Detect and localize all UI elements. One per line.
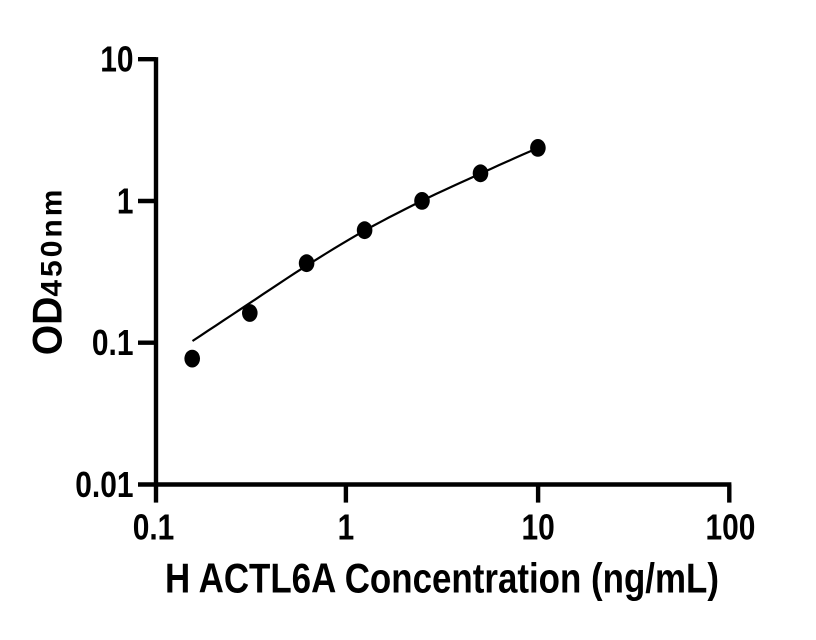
svg-text:0.01: 0.01 <box>75 464 133 505</box>
svg-text:1: 1 <box>117 180 134 221</box>
svg-text:0.1: 0.1 <box>92 322 134 363</box>
svg-text:10: 10 <box>521 507 554 548</box>
svg-text:10: 10 <box>100 39 133 80</box>
svg-text:450nm: 450nm <box>36 190 69 297</box>
svg-text:100: 100 <box>706 507 756 548</box>
svg-text:H ACTL6A Concentration (ng/mL): H ACTL6A Concentration (ng/mL) <box>165 555 719 602</box>
svg-text:OD: OD <box>24 297 71 356</box>
svg-text:0.1: 0.1 <box>133 507 175 548</box>
svg-text:1: 1 <box>338 507 355 548</box>
